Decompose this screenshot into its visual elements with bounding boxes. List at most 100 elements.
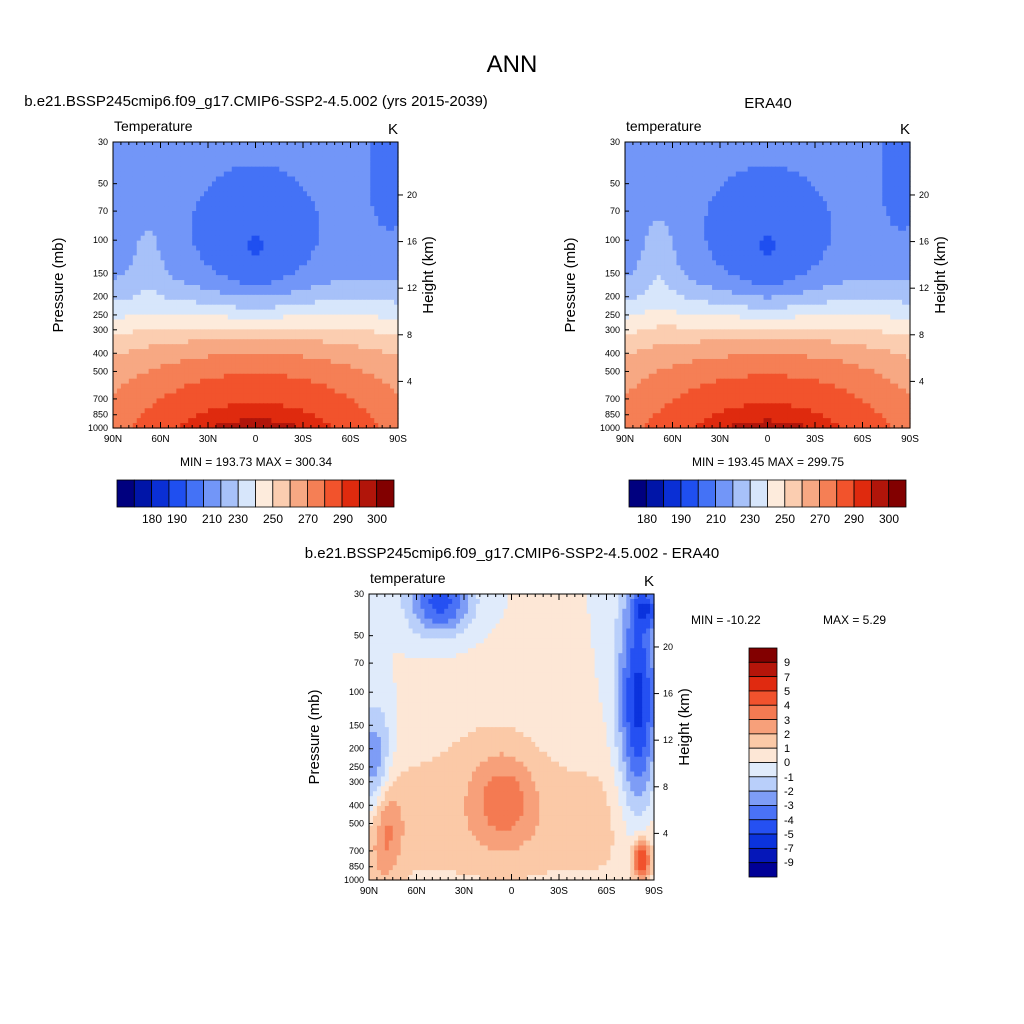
contour-cell [180, 319, 185, 326]
contour-cell [279, 225, 284, 232]
contour-cell [136, 285, 142, 291]
contour-cell [640, 142, 646, 148]
contour-cell [267, 260, 272, 266]
contour-cell [370, 413, 375, 419]
contour-cell [318, 304, 324, 311]
contour-cell [132, 206, 138, 212]
contour-cell [204, 142, 209, 148]
contour-cell [156, 354, 162, 360]
contour-cell [120, 339, 126, 345]
contour-cell [378, 196, 383, 202]
contour-cell [132, 324, 138, 330]
contour-cell [906, 151, 911, 158]
contour-cell [318, 413, 324, 419]
contour-cell [116, 368, 122, 375]
contour-cell [124, 393, 130, 400]
contour-cell [374, 230, 379, 237]
contour-cell [251, 398, 257, 404]
contour-cell [318, 186, 324, 192]
contour-cell [160, 201, 166, 207]
contour-cell [378, 211, 383, 217]
contour-cell [263, 275, 268, 281]
contour-cell [390, 230, 395, 237]
contour-cell [116, 220, 122, 227]
contour-cell [334, 319, 340, 326]
contour-cell [259, 329, 265, 335]
contour-cell [370, 250, 375, 257]
contour-cell [811, 142, 816, 148]
contour-cell [382, 289, 387, 296]
contour-cell [374, 344, 379, 350]
contour-cell [727, 181, 733, 187]
contour-cell [299, 201, 304, 207]
contour-cell [124, 349, 130, 355]
contour-cell [200, 245, 205, 252]
contour-cell [330, 358, 336, 365]
contour-cell [128, 423, 134, 429]
contour-cell [342, 289, 348, 296]
contour-cell [267, 280, 272, 286]
contour-cell [386, 275, 391, 281]
contour-cell [219, 240, 225, 247]
contour-cell [303, 324, 308, 330]
contour-cell [251, 408, 257, 414]
contour-cell [346, 181, 352, 187]
contour-cell [128, 354, 134, 360]
contour-cell [251, 285, 257, 291]
contour-cell [342, 378, 348, 385]
contour-cell [318, 423, 324, 429]
contour-cell [342, 408, 348, 414]
contour-cell [188, 275, 193, 281]
contour-cell [267, 142, 272, 148]
contour-cell [113, 299, 118, 306]
contour-cell [255, 265, 261, 271]
contour-cell [652, 166, 658, 173]
contour-cell [330, 339, 336, 345]
contour-cell [751, 181, 757, 187]
contour-cell [295, 368, 300, 375]
contour-cell [188, 344, 193, 350]
contour-cell [826, 171, 832, 178]
contour-cell [271, 368, 276, 375]
contour-cell [152, 186, 158, 192]
contour-cell [287, 423, 292, 429]
contour-cell [874, 161, 879, 168]
contour-cell [342, 349, 348, 355]
contour-cell [144, 151, 150, 158]
contour-cell [291, 319, 296, 326]
contour-cell [771, 181, 777, 187]
contour-cell [267, 319, 272, 326]
contour-cell [235, 225, 241, 232]
contour-cell [160, 349, 166, 355]
contour-cell [275, 309, 280, 316]
contour-cell [168, 358, 173, 365]
y-tick-label: 200 [93, 292, 108, 302]
contour-cell [366, 309, 371, 316]
contour-cell [303, 344, 308, 350]
contour-cell [156, 186, 162, 192]
contour-cell [628, 181, 634, 187]
colorbar-swatch [376, 479, 395, 508]
contour-cell [275, 166, 280, 173]
contour-cell [211, 378, 217, 385]
contour-cell [251, 240, 257, 247]
contour-cell [148, 206, 154, 212]
contour-cell [208, 383, 213, 390]
contour-cell [390, 275, 395, 281]
contour-cell [382, 393, 387, 400]
contour-cell [303, 319, 308, 326]
contour-cell [346, 334, 352, 340]
contour-cell [211, 413, 217, 419]
contour-cell [299, 230, 304, 237]
contour-cell [263, 186, 268, 192]
contour-cell [708, 142, 713, 148]
contour-cell [712, 171, 717, 178]
contour-cell [124, 383, 130, 390]
contour-cell [120, 146, 126, 153]
contour-cell [382, 398, 387, 404]
contour-cell [208, 294, 213, 301]
contour-cell [902, 146, 907, 153]
contour-cell [152, 235, 158, 242]
contour-cell [716, 166, 721, 173]
contour-cell [251, 191, 257, 197]
